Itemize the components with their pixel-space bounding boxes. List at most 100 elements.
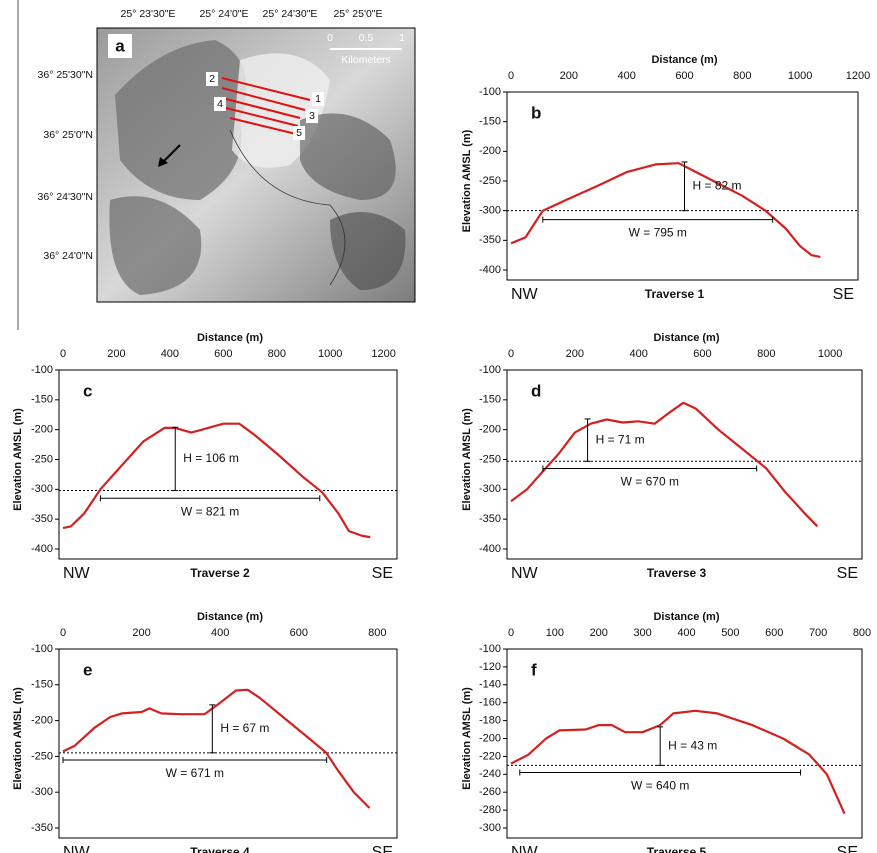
x-tick-label: 600	[765, 627, 783, 639]
y-tick-label: -100	[31, 643, 53, 655]
panel-letter: f	[531, 660, 537, 679]
traverse-label: 3	[309, 110, 315, 122]
height-label: H = 82 m	[693, 179, 742, 193]
traverse-title: Traverse 2	[190, 566, 250, 580]
x-tick-label: 1200	[371, 348, 395, 360]
x-axis-title: Distance (m)	[651, 54, 717, 66]
panel-letter: a	[115, 36, 125, 55]
direction-right: SE	[372, 844, 393, 853]
width-label: W = 821 m	[181, 504, 239, 518]
y-tick-label: -300	[479, 205, 501, 217]
traverse-title: Traverse 4	[190, 845, 250, 853]
y-tick-label: -220	[479, 750, 501, 762]
x-axis-title: Distance (m)	[653, 332, 719, 344]
height-label: H = 71 m	[596, 432, 645, 446]
y-axis-title: Elevation AMSL (m)	[12, 408, 24, 511]
y-tick-label: -120	[479, 661, 501, 673]
y-tick-label: -250	[479, 453, 501, 465]
y-tick-label: -100	[479, 86, 501, 98]
y-axis-title: Elevation AMSL (m)	[461, 129, 473, 232]
width-label: W = 670 m	[621, 475, 679, 489]
y-tick-label: -200	[31, 715, 53, 727]
y-tick-label: -200	[31, 424, 53, 436]
chart-panel: Distance (m)02004006008001000-100-150-20…	[461, 332, 862, 582]
y-tick-label: -150	[31, 394, 53, 406]
profile-line	[511, 403, 817, 527]
y-tick-label: -200	[479, 424, 501, 436]
y-tick-label: -240	[479, 768, 501, 780]
traverse-title: Traverse 1	[645, 287, 705, 301]
y-tick-label: -300	[31, 483, 53, 495]
y-tick-label: -300	[479, 822, 501, 834]
y-tick-label: -160	[479, 697, 501, 709]
direction-left: NW	[63, 565, 91, 582]
y-axis-title: Elevation AMSL (m)	[461, 408, 473, 511]
x-tick-label: 0	[60, 348, 66, 360]
x-axis-title: Distance (m)	[653, 611, 719, 623]
x-tick-label: 500	[721, 627, 739, 639]
x-tick-label: 400	[677, 627, 695, 639]
x-tick-label: 600	[693, 348, 711, 360]
y-tick-label: -100	[479, 364, 501, 376]
x-tick-label: 800	[368, 627, 386, 639]
lat-label: 36° 25'30"N	[38, 69, 93, 81]
direction-right: SE	[837, 844, 858, 853]
y-tick-label: -150	[479, 394, 501, 406]
x-tick-label: 200	[132, 627, 150, 639]
y-tick-label: -200	[479, 145, 501, 157]
y-tick-label: -250	[479, 175, 501, 187]
x-tick-label: 400	[617, 70, 635, 82]
lat-label: 36° 24'0"N	[43, 250, 93, 262]
x-tick-label: 1000	[318, 348, 342, 360]
height-label: H = 106 m	[183, 451, 239, 465]
traverse-title: Traverse 5	[647, 845, 707, 853]
width-label: W = 671 m	[166, 766, 224, 780]
x-tick-label: 1200	[846, 70, 870, 82]
lon-label: 25° 24'30"E	[263, 8, 318, 20]
height-label: H = 43 m	[668, 738, 717, 752]
panel-letter: d	[531, 381, 541, 400]
scale-label: 1	[399, 32, 405, 44]
width-label: W = 795 m	[629, 226, 687, 240]
y-tick-label: -100	[479, 643, 501, 655]
x-tick-label: 1000	[818, 348, 842, 360]
chart-panel: Distance (m)020040060080010001200-100-15…	[12, 332, 397, 582]
y-tick-label: -150	[31, 679, 53, 691]
y-tick-label: -300	[31, 786, 53, 798]
width-label: W = 640 m	[631, 779, 689, 793]
y-tick-label: -350	[31, 513, 53, 525]
traverse-label: 2	[209, 73, 215, 85]
y-tick-label: -350	[479, 513, 501, 525]
panel-letter: e	[83, 660, 92, 679]
direction-right: SE	[837, 565, 858, 582]
y-tick-label: -150	[479, 116, 501, 128]
profile-line	[511, 163, 820, 257]
x-axis-title: Distance (m)	[197, 332, 263, 344]
height-label: H = 67 m	[220, 721, 269, 735]
direction-left: NW	[511, 844, 539, 853]
x-tick-label: 700	[809, 627, 827, 639]
traverse-label: 4	[217, 98, 223, 110]
map-panel: a 0 0.5 1 Kilometers 25° 23'30"E25° 24'0…	[38, 8, 415, 302]
figure: a 0 0.5 1 Kilometers 25° 23'30"E25° 24'0…	[0, 0, 877, 853]
x-tick-label: 0	[508, 627, 514, 639]
x-tick-label: 200	[566, 348, 584, 360]
panel-letter: b	[531, 103, 541, 122]
x-tick-label: 600	[214, 348, 232, 360]
y-tick-label: -350	[479, 234, 501, 246]
y-tick-label: -260	[479, 786, 501, 798]
x-tick-label: 400	[161, 348, 179, 360]
y-tick-label: -250	[31, 453, 53, 465]
x-axis-title: Distance (m)	[197, 611, 263, 623]
x-tick-label: 800	[757, 348, 775, 360]
y-tick-label: -300	[479, 483, 501, 495]
x-tick-label: 0	[60, 627, 66, 639]
traverse-title: Traverse 3	[647, 566, 707, 580]
x-tick-label: 100	[546, 627, 564, 639]
traverse-label: 1	[315, 93, 321, 105]
x-tick-label: 300	[633, 627, 651, 639]
direction-left: NW	[63, 844, 91, 853]
profile-line	[511, 711, 845, 814]
direction-left: NW	[511, 565, 539, 582]
